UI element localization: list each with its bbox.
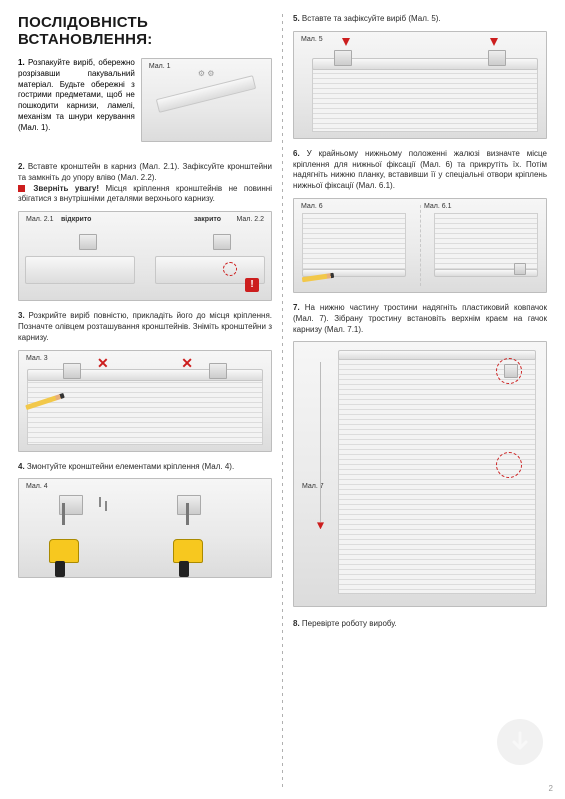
figure-3-label: Мал. 3 bbox=[24, 354, 50, 363]
arrow-5b bbox=[490, 38, 498, 46]
figure-1-label: Мал. 1 bbox=[147, 62, 173, 71]
step-5-num: 5. bbox=[293, 14, 300, 23]
step-1-text: 1. Розпакуйте виріб, обережно розрізавши… bbox=[18, 58, 135, 152]
bracket-b bbox=[209, 363, 227, 379]
figure-6-label: Мал. 6 bbox=[299, 202, 325, 211]
step-8-num: 8. bbox=[293, 619, 300, 628]
watermark-icon bbox=[497, 719, 543, 765]
blinds-6 bbox=[302, 213, 406, 271]
figure-21-label: Мал. 2.1 bbox=[24, 215, 56, 224]
figure-4-label: Мал. 4 bbox=[24, 482, 50, 491]
step-2-num: 2. bbox=[18, 162, 25, 171]
figure-7: Мал. 7 Мал. 7.1 bbox=[293, 341, 547, 607]
step-1-num: 1. bbox=[18, 58, 25, 67]
x-mark-2: ✕ bbox=[181, 355, 193, 372]
figure-5: Мал. 5 bbox=[293, 31, 547, 139]
right-column: 5. Вставте та зафіксуйте виріб (Мал. 5).… bbox=[283, 14, 547, 789]
step-2-warn-bold: Зверніть увагу! bbox=[33, 184, 99, 193]
step-6: 6. У крайньому нижньому положенні жалюзі… bbox=[293, 149, 547, 192]
rail-left bbox=[25, 256, 135, 284]
bracket-closed bbox=[213, 234, 231, 250]
figure-7-label: Мал. 7 bbox=[300, 482, 326, 491]
warning-icon bbox=[18, 185, 25, 192]
blinds-5 bbox=[312, 68, 538, 132]
fig6-split bbox=[420, 205, 421, 286]
blinds-illustration bbox=[27, 377, 263, 445]
x-mark-1: ✕ bbox=[97, 355, 109, 372]
step-3-num: 3. bbox=[18, 311, 25, 320]
figure-22-label: Мал. 2.2 bbox=[234, 215, 266, 224]
step-6-body: У крайньому нижньому положенні жалюзі ви… bbox=[293, 149, 547, 190]
step-5-body: Вставте та зафіксуйте виріб (Мал. 5). bbox=[302, 14, 441, 23]
rail-illustration bbox=[156, 75, 256, 113]
screw-2 bbox=[105, 501, 107, 511]
step-2: 2. Вставте кронштейн в карниз (Мал. 2.1)… bbox=[18, 162, 272, 205]
step-3-body: Розкрийте виріб повністю, прикладіть йог… bbox=[18, 311, 272, 342]
figure-2: Мал. 2.1 відкрито закрито Мал. 2.2 ! bbox=[18, 211, 272, 301]
step-8: 8. Перевірте роботу виробу. bbox=[293, 619, 547, 630]
wand-cap bbox=[317, 522, 324, 529]
main-title: ПОСЛІДОВНІСТЬ ВСТАНОВЛЕННЯ: bbox=[18, 14, 272, 48]
step-5: 5. Вставте та зафіксуйте виріб (Мал. 5). bbox=[293, 14, 547, 25]
parts-icon: ⚙ ⚙ bbox=[198, 69, 215, 78]
figure-1: Мал. 1 ⚙ ⚙ bbox=[141, 58, 272, 142]
figure-2-open-tag: відкрито bbox=[59, 215, 93, 224]
step-4-body: Змонтуйте кронштейни елементами кріпленн… bbox=[27, 462, 234, 471]
bracket-5a bbox=[334, 50, 352, 66]
hook-71 bbox=[504, 364, 518, 378]
screw-1 bbox=[99, 497, 101, 507]
figure-3: Мал. 3 ✕ ✕ bbox=[18, 350, 272, 452]
bracket-5b bbox=[488, 50, 506, 66]
step-6-num: 6. bbox=[293, 149, 300, 158]
step-4: 4. Змонтуйте кронштейни елементами кріпл… bbox=[18, 462, 272, 473]
drill-1 bbox=[49, 513, 87, 563]
step-8-body: Перевірте роботу виробу. bbox=[302, 619, 397, 628]
wand-cord bbox=[320, 362, 321, 522]
step-7-num: 7. bbox=[293, 303, 300, 312]
figure-61-label: Мал. 6.1 bbox=[422, 202, 454, 211]
bracket-a bbox=[63, 363, 81, 379]
drill-2 bbox=[173, 513, 211, 563]
step-1: 1. Розпакуйте виріб, обережно розрізавши… bbox=[18, 58, 272, 152]
bracket-open bbox=[79, 234, 97, 250]
step-2-body: Вставте кронштейн в карниз (Мал. 2.1). З… bbox=[18, 162, 272, 182]
bracket-mount-2 bbox=[177, 495, 201, 515]
page-number: 2 bbox=[549, 784, 553, 793]
warning-badge: ! bbox=[245, 278, 259, 292]
left-column: ПОСЛІДОВНІСТЬ ВСТАНОВЛЕННЯ: 1. Розпакуйт… bbox=[18, 14, 282, 789]
step-7-body: На нижню частину тростини надягніть плас… bbox=[293, 303, 547, 334]
step-1-body: Розпакуйте виріб, обережно розрізавши па… bbox=[18, 58, 135, 132]
arrow-5a bbox=[342, 38, 350, 46]
clip-61 bbox=[514, 263, 526, 275]
figure-5-label: Мал. 5 bbox=[299, 35, 325, 44]
figure-2-closed-tag: закрито bbox=[192, 215, 223, 224]
step-3: 3. Розкрийте виріб повністю, прикладіть … bbox=[18, 311, 272, 343]
page: ПОСЛІДОВНІСТЬ ВСТАНОВЛЕННЯ: 1. Розпакуйт… bbox=[0, 0, 565, 799]
figure-6: Мал. 6 Мал. 6.1 bbox=[293, 198, 547, 293]
step-4-num: 4. bbox=[18, 462, 25, 471]
step-7: 7. На нижню частину тростини надягніть п… bbox=[293, 303, 547, 335]
figure-4: Мал. 4 bbox=[18, 478, 272, 578]
